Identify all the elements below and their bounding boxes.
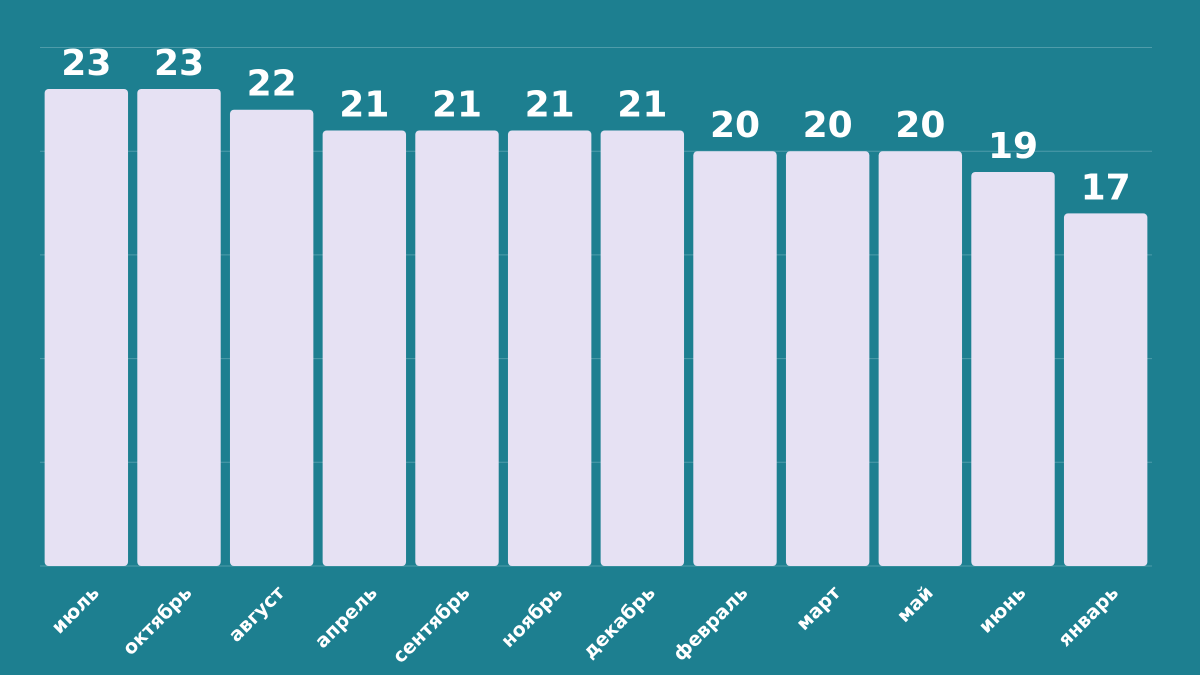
value-label: 20 xyxy=(710,105,760,146)
x-tick-label: апрель xyxy=(311,582,382,653)
x-tick-label: август xyxy=(224,582,289,647)
x-tick-label: март xyxy=(792,582,845,635)
value-label: 19 xyxy=(988,126,1038,167)
x-tick-label: февраль xyxy=(669,582,753,666)
x-tick-label: декабрь xyxy=(579,582,660,663)
bar xyxy=(971,171,1055,566)
value-label: 23 xyxy=(154,43,204,84)
value-label: 21 xyxy=(617,84,667,125)
value-label: 23 xyxy=(61,43,111,84)
x-tick-label: сентябрь xyxy=(389,582,475,668)
bar xyxy=(878,151,963,566)
bar xyxy=(229,109,314,566)
bar xyxy=(785,151,870,566)
x-tick-label: октябрь xyxy=(119,582,197,660)
bar xyxy=(322,130,407,566)
bar xyxy=(415,130,499,566)
x-tick-label: май xyxy=(893,582,938,627)
bar xyxy=(137,88,221,566)
value-label: 22 xyxy=(247,64,297,105)
value-label: 20 xyxy=(803,105,853,146)
value-label: 21 xyxy=(432,84,482,125)
value-label: 20 xyxy=(895,105,945,146)
value-label: 17 xyxy=(1081,167,1131,208)
value-label: 21 xyxy=(525,84,575,125)
bar xyxy=(1063,213,1148,567)
x-tick-label: ноябрь xyxy=(497,582,567,652)
x-tick-label: июль xyxy=(47,582,103,638)
x-tick-label: январь xyxy=(1054,582,1123,651)
value-label: 21 xyxy=(339,84,389,125)
x-tick-label: июнь xyxy=(975,582,1031,638)
bar xyxy=(600,130,685,566)
bar xyxy=(44,88,129,566)
bar xyxy=(693,151,777,566)
bar xyxy=(507,130,592,566)
